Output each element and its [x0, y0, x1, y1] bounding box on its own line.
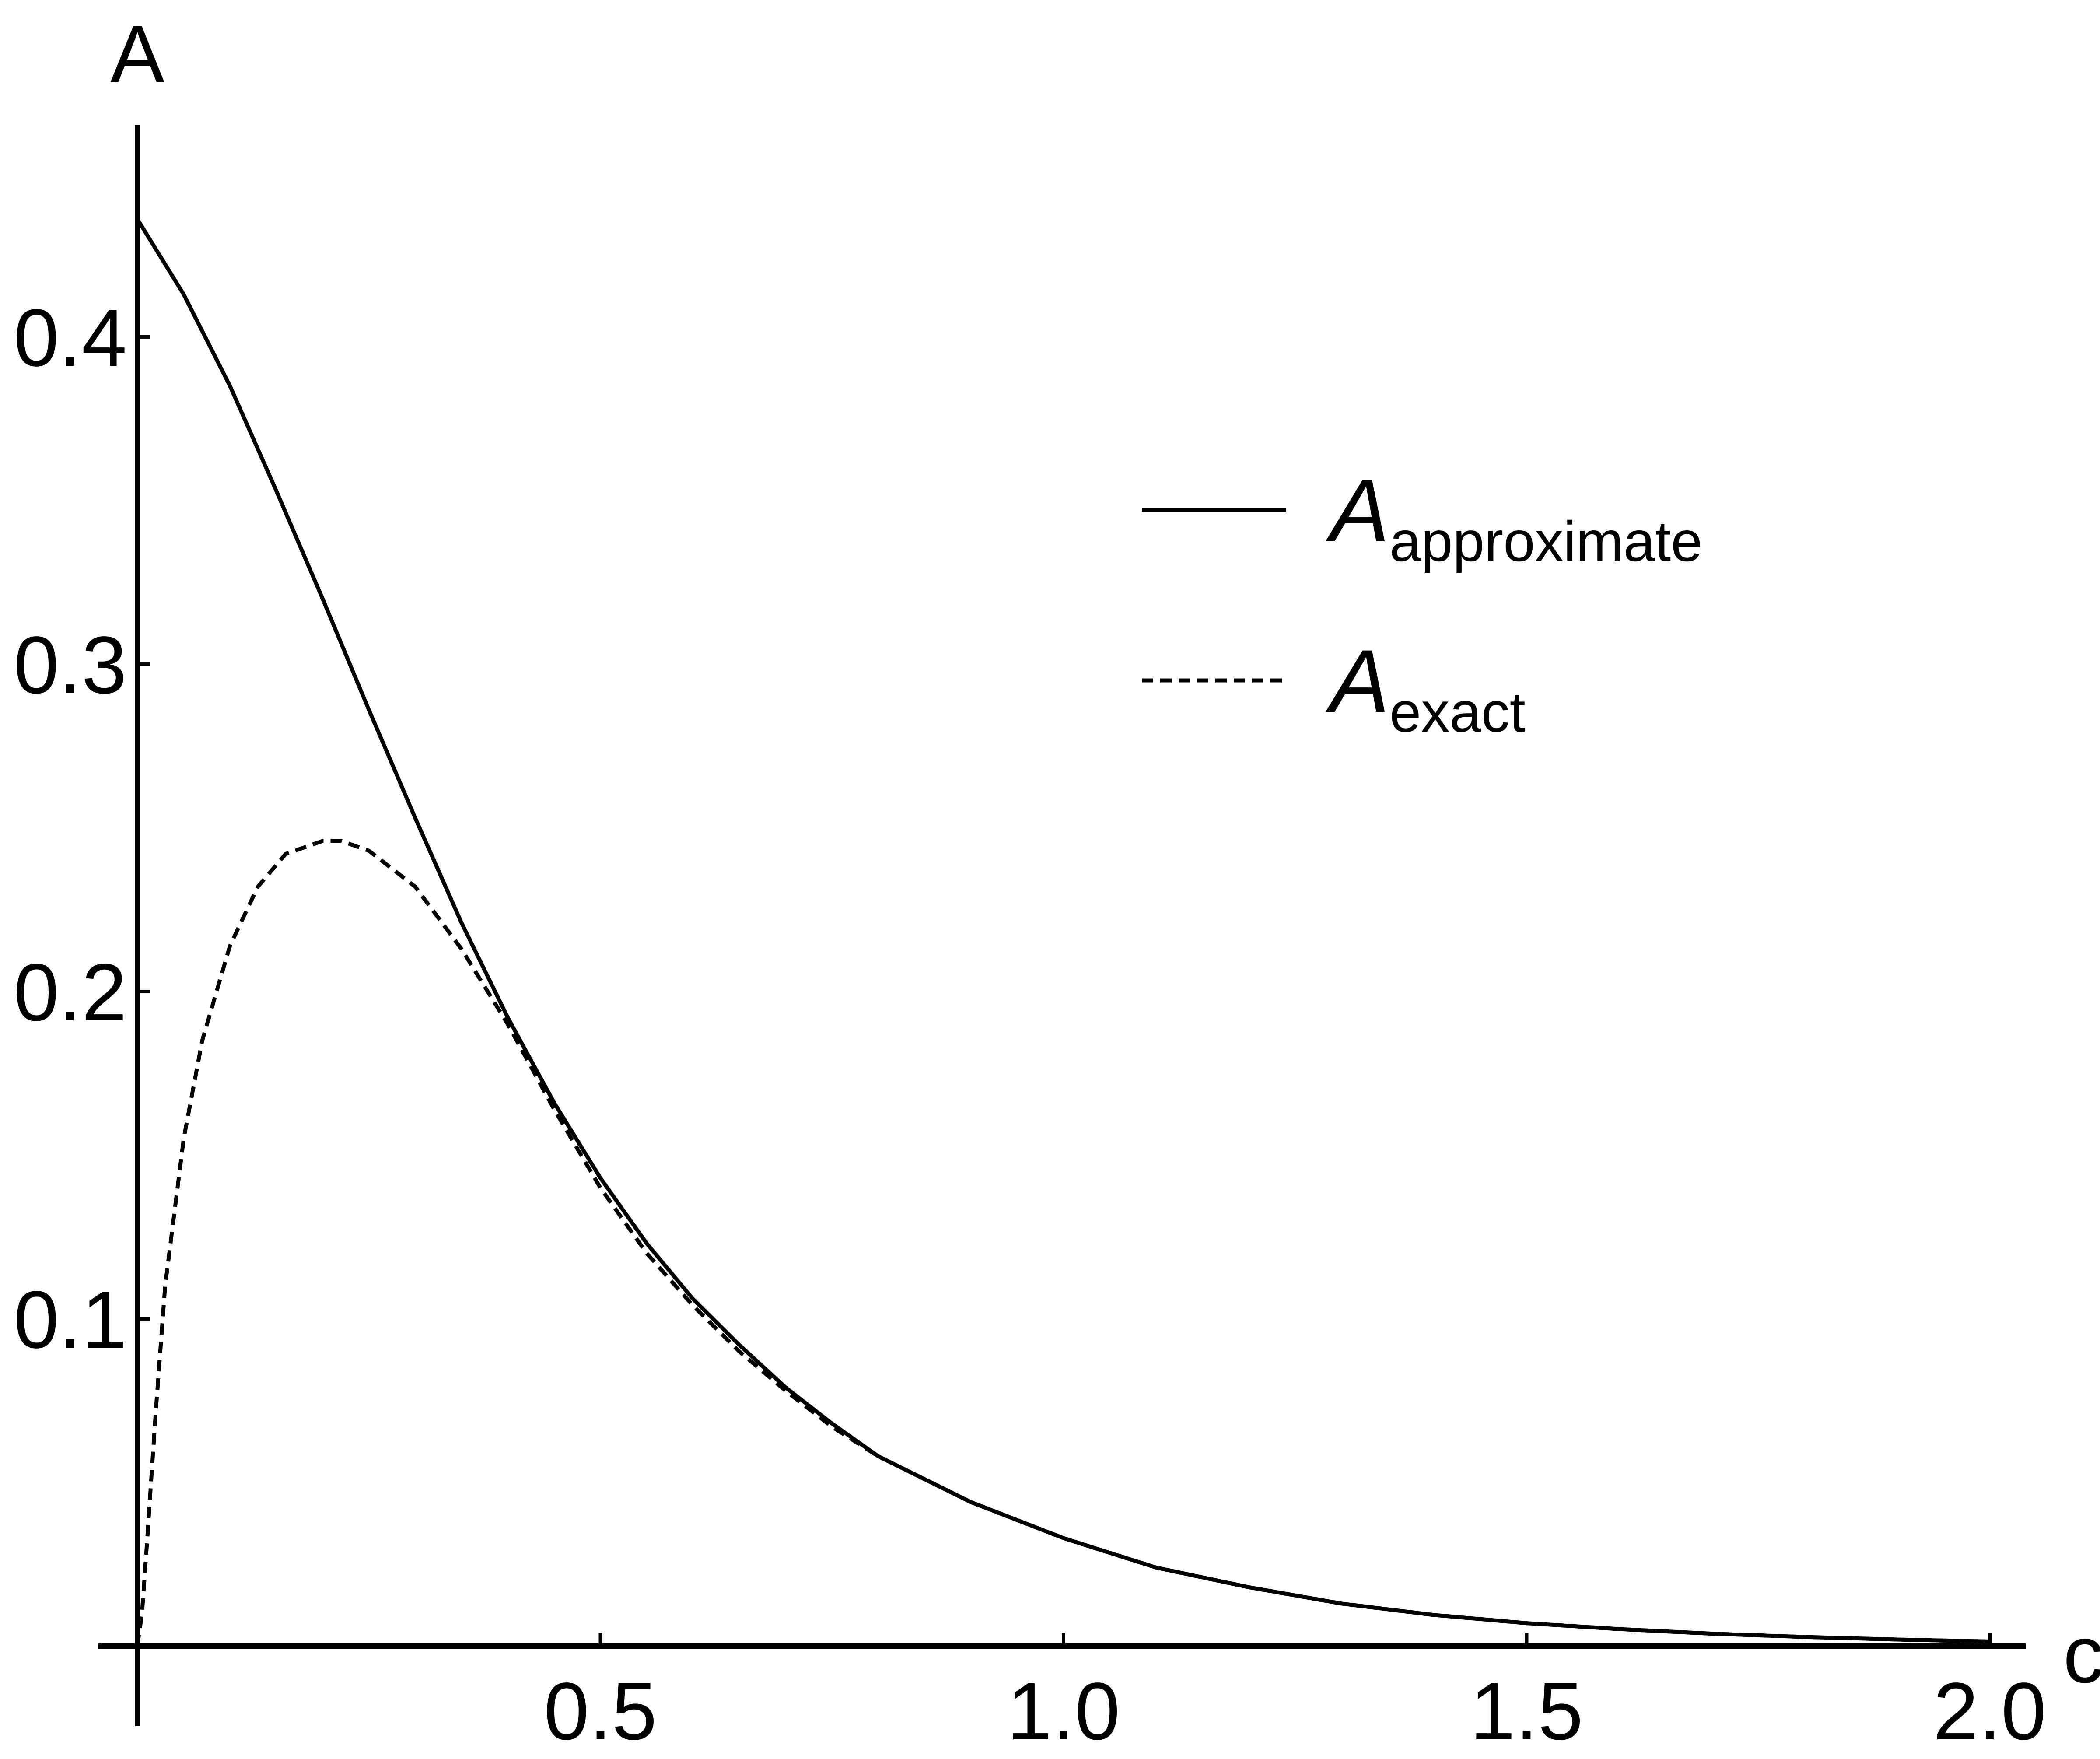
x-tick-label: 2.0 — [1933, 1666, 2047, 1757]
legend-label-exact: Aexact — [1325, 631, 1526, 744]
y-tick-label: 0.4 — [14, 293, 127, 383]
x-tick-label: 1.5 — [1470, 1666, 1583, 1757]
y-tick-label: 0.2 — [14, 947, 127, 1038]
x-tick-label: 0.5 — [544, 1666, 657, 1757]
series-line-exact — [135, 839, 1990, 1647]
y-tick-label: 0.1 — [14, 1275, 127, 1365]
legend-label-approximate: Aapproximate — [1325, 461, 1702, 573]
y-tick-label: 0.3 — [14, 620, 127, 711]
x-tick-label: 1.0 — [1007, 1666, 1120, 1757]
legend: Aapproximate Aexact — [1142, 461, 1702, 744]
axes: A c — [98, 9, 2100, 1726]
plot-lines — [135, 218, 1990, 1647]
ticks: 0.5 1.0 1.5 2.0 0.1 0.2 0.3 0.4 — [14, 293, 2046, 1757]
series-line-approximate — [136, 218, 1990, 1643]
y-axis-label: A — [110, 9, 164, 100]
x-axis-label: c — [2063, 1609, 2100, 1700]
